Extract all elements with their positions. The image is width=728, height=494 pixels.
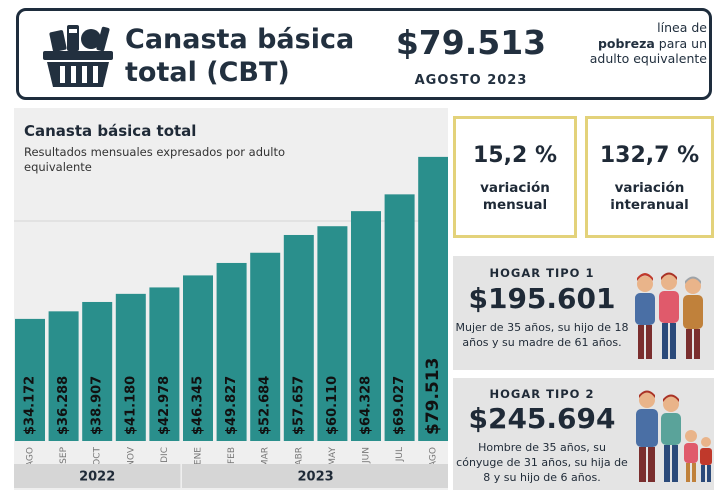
- hogar-1-price: $195.601: [468, 282, 616, 315]
- bar-ago-12: [418, 156, 448, 441]
- bar-abr-8: [283, 234, 314, 441]
- bar-value-label: $46.345: [191, 376, 206, 435]
- month-tick-label: MAY: [328, 447, 338, 466]
- chart-title: Canasta básica total: [24, 122, 197, 140]
- bar-dic-4: [149, 287, 180, 441]
- hogar-tipo-1-box: HOGAR TIPO 1 $195.601 Mujer de 35 años, …: [453, 256, 714, 370]
- poverty-line-note: línea de pobreza para un adulto equivale…: [579, 20, 707, 67]
- bar-jun-10: [351, 211, 381, 441]
- bar-value-label: $60.110: [325, 376, 340, 435]
- month-tick-label: SEP: [59, 446, 69, 463]
- month-tick-label: FEB: [227, 447, 237, 464]
- annual-variation-value: 132,7 %: [599, 143, 700, 168]
- bar-value-label: $38.907: [90, 376, 105, 435]
- bar-feb-6: [216, 262, 247, 441]
- month-tick-label: OCT: [93, 447, 103, 466]
- bar-value-label: $49.827: [224, 376, 239, 435]
- cbt-date: AGOSTO 2023: [414, 73, 528, 88]
- hogar-2-price: $245.694: [468, 402, 616, 435]
- family-1-icon: [635, 272, 703, 359]
- month-tick-label: JUN: [362, 447, 372, 464]
- cbt-bar-chart: $34.172 AGO $36.288 SEP $38.907 OCT $41.180 NOV…: [14, 156, 448, 488]
- bar-ene-5: [183, 275, 213, 441]
- hogar-2-title: HOGAR TIPO 2: [489, 387, 595, 401]
- bar-value-label: $64.328: [359, 376, 374, 435]
- cbt-chart-panel: $34.172 AGO $36.288 SEP $38.907 OCT $41.180 NOV…: [14, 108, 448, 490]
- bar-ago-0: [15, 318, 45, 441]
- bar-value-label: $34.172: [23, 376, 38, 435]
- month-tick-label: ENE: [194, 447, 204, 465]
- year-label-2023: 2023: [298, 470, 334, 485]
- bar-jul-11: [384, 194, 415, 441]
- year-label-2022: 2022: [79, 470, 115, 485]
- month-tick-label: DIC: [160, 447, 170, 463]
- month-tick-label: MAR: [261, 447, 271, 467]
- annual-variation-box: 132,7 % variación interanual: [585, 116, 714, 238]
- month-tick-label: NOV: [126, 446, 136, 467]
- bar-value-label: $52.684: [258, 376, 273, 435]
- bar-mar-7: [250, 252, 281, 441]
- bar-value-label: $57.657: [291, 376, 306, 435]
- bar-may-9: [317, 226, 348, 441]
- hogar-1-title: HOGAR TIPO 1: [489, 266, 595, 280]
- cbt-price: $79.513: [395, 23, 547, 62]
- page-title: Canasta básica total (CBT): [125, 24, 355, 88]
- bar-oct-2: [82, 301, 113, 441]
- bar-value-label: $36.288: [56, 376, 71, 435]
- month-tick-label: ABR: [294, 447, 304, 466]
- hogar-1-description: Mujer de 35 años, su hijo de 18 años y s…: [455, 321, 629, 349]
- bar-sep-1: [48, 311, 79, 441]
- shopping-basket-icon: [43, 25, 113, 87]
- month-tick-label: AGO: [26, 447, 36, 467]
- hogar-tipo-2-box: HOGAR TIPO 2 $245.694 Hombre de 35 años,…: [453, 378, 714, 490]
- note-pre: línea de: [657, 20, 707, 35]
- year-band: [14, 464, 181, 488]
- note-bold: pobreza: [597, 35, 655, 51]
- note-post: para un adulto equivalente: [589, 35, 707, 67]
- monthly-variation-value: 15,2 %: [473, 143, 557, 168]
- monthly-variation-box: 15,2 % variación mensual: [453, 116, 577, 238]
- bar-value-label: $79.513: [423, 358, 443, 435]
- monthly-variation-label: variación mensual: [480, 180, 550, 213]
- month-tick-label: JUL: [395, 447, 405, 462]
- bar-value-label: $41.180: [123, 376, 138, 435]
- chart-subtitle: Resultados mensuales expresados por adul…: [24, 145, 286, 174]
- annual-variation-label: variación interanual: [610, 180, 689, 213]
- bar-nov-3: [115, 293, 146, 441]
- bar-value-label: $69.027: [392, 376, 407, 435]
- bar-value-label: $42.978: [157, 376, 172, 435]
- family-2-icon: [636, 390, 712, 482]
- hogar-2-description: Hombre de 35 años, su cónyuge de 31 años…: [456, 441, 628, 484]
- year-band: [182, 464, 448, 488]
- month-tick-label: AGO: [429, 447, 439, 467]
- header-banner: Canasta básica total (CBT) $79.513 AGOST…: [16, 8, 712, 100]
